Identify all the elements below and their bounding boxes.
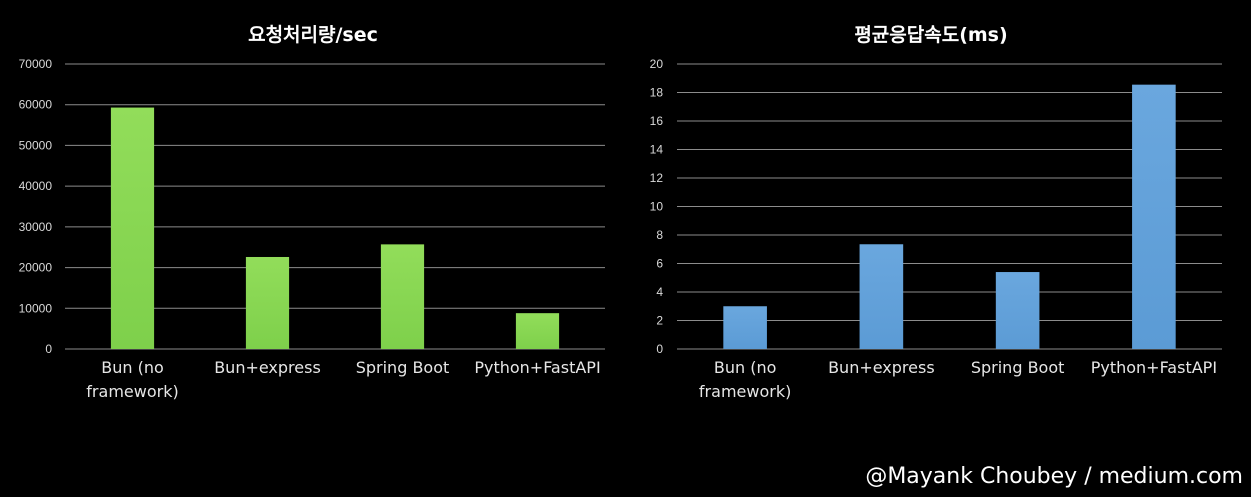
y-tick-label: 60000 [19, 98, 53, 112]
y-tick-label: 20 [650, 57, 664, 71]
x-tick-label: Bun (no [101, 358, 164, 377]
chart-title: 평균응답속도(ms) [854, 24, 1007, 46]
bar [995, 272, 1040, 349]
y-tick-label: 30000 [19, 220, 53, 234]
y-tick-label: 20000 [19, 261, 53, 275]
y-tick-label: 4 [656, 285, 663, 299]
x-tick-label: Bun (no [714, 358, 777, 377]
bar [1132, 84, 1176, 349]
y-tick-label: 16 [650, 114, 664, 128]
y-tick-label: 50000 [19, 138, 53, 152]
bar [245, 256, 290, 349]
credit-text: @Mayank Choubey / medium.com [865, 464, 1243, 489]
chart-2: 평균응답속도(ms) 0 2 4 6 8 10 12 14 16 18 20 Bun (no framew… [650, 24, 1222, 401]
x-tick-label: framework) [699, 382, 791, 401]
y-tick-label: 70000 [19, 57, 53, 71]
y-tick-label: 18 [650, 86, 664, 100]
y-tick-label: 6 [656, 257, 663, 271]
y-tick-label: 14 [650, 143, 664, 157]
x-tick-label: Python+FastAPI [474, 358, 600, 377]
chart-title: 요청처리량/sec [248, 24, 378, 46]
y-tick-label: 2 [656, 314, 663, 328]
y-tick-label: 10000 [19, 301, 53, 315]
x-tick-label: framework) [86, 382, 178, 401]
y-tick-label: 0 [45, 342, 52, 356]
x-tick-label: Python+FastAPI [1091, 358, 1217, 377]
chart-1: 요청처리량/sec 0 10000 20000 30000 40000 50000 60000… [19, 24, 605, 401]
x-tick-label: Bun+express [214, 358, 321, 377]
bar [380, 244, 425, 349]
x-tick-label: Spring Boot [971, 358, 1065, 377]
x-tick-label: Bun+express [828, 358, 935, 377]
y-tick-label: 8 [656, 228, 663, 242]
bar [110, 107, 155, 349]
y-tick-label: 0 [656, 342, 663, 356]
y-tick-label: 12 [650, 171, 664, 185]
bar [859, 244, 904, 349]
y-tick-label: 10 [650, 200, 664, 214]
y-tick-label: 40000 [19, 179, 53, 193]
x-tick-label: Spring Boot [356, 358, 450, 377]
bar [515, 313, 560, 349]
bar [723, 306, 767, 349]
